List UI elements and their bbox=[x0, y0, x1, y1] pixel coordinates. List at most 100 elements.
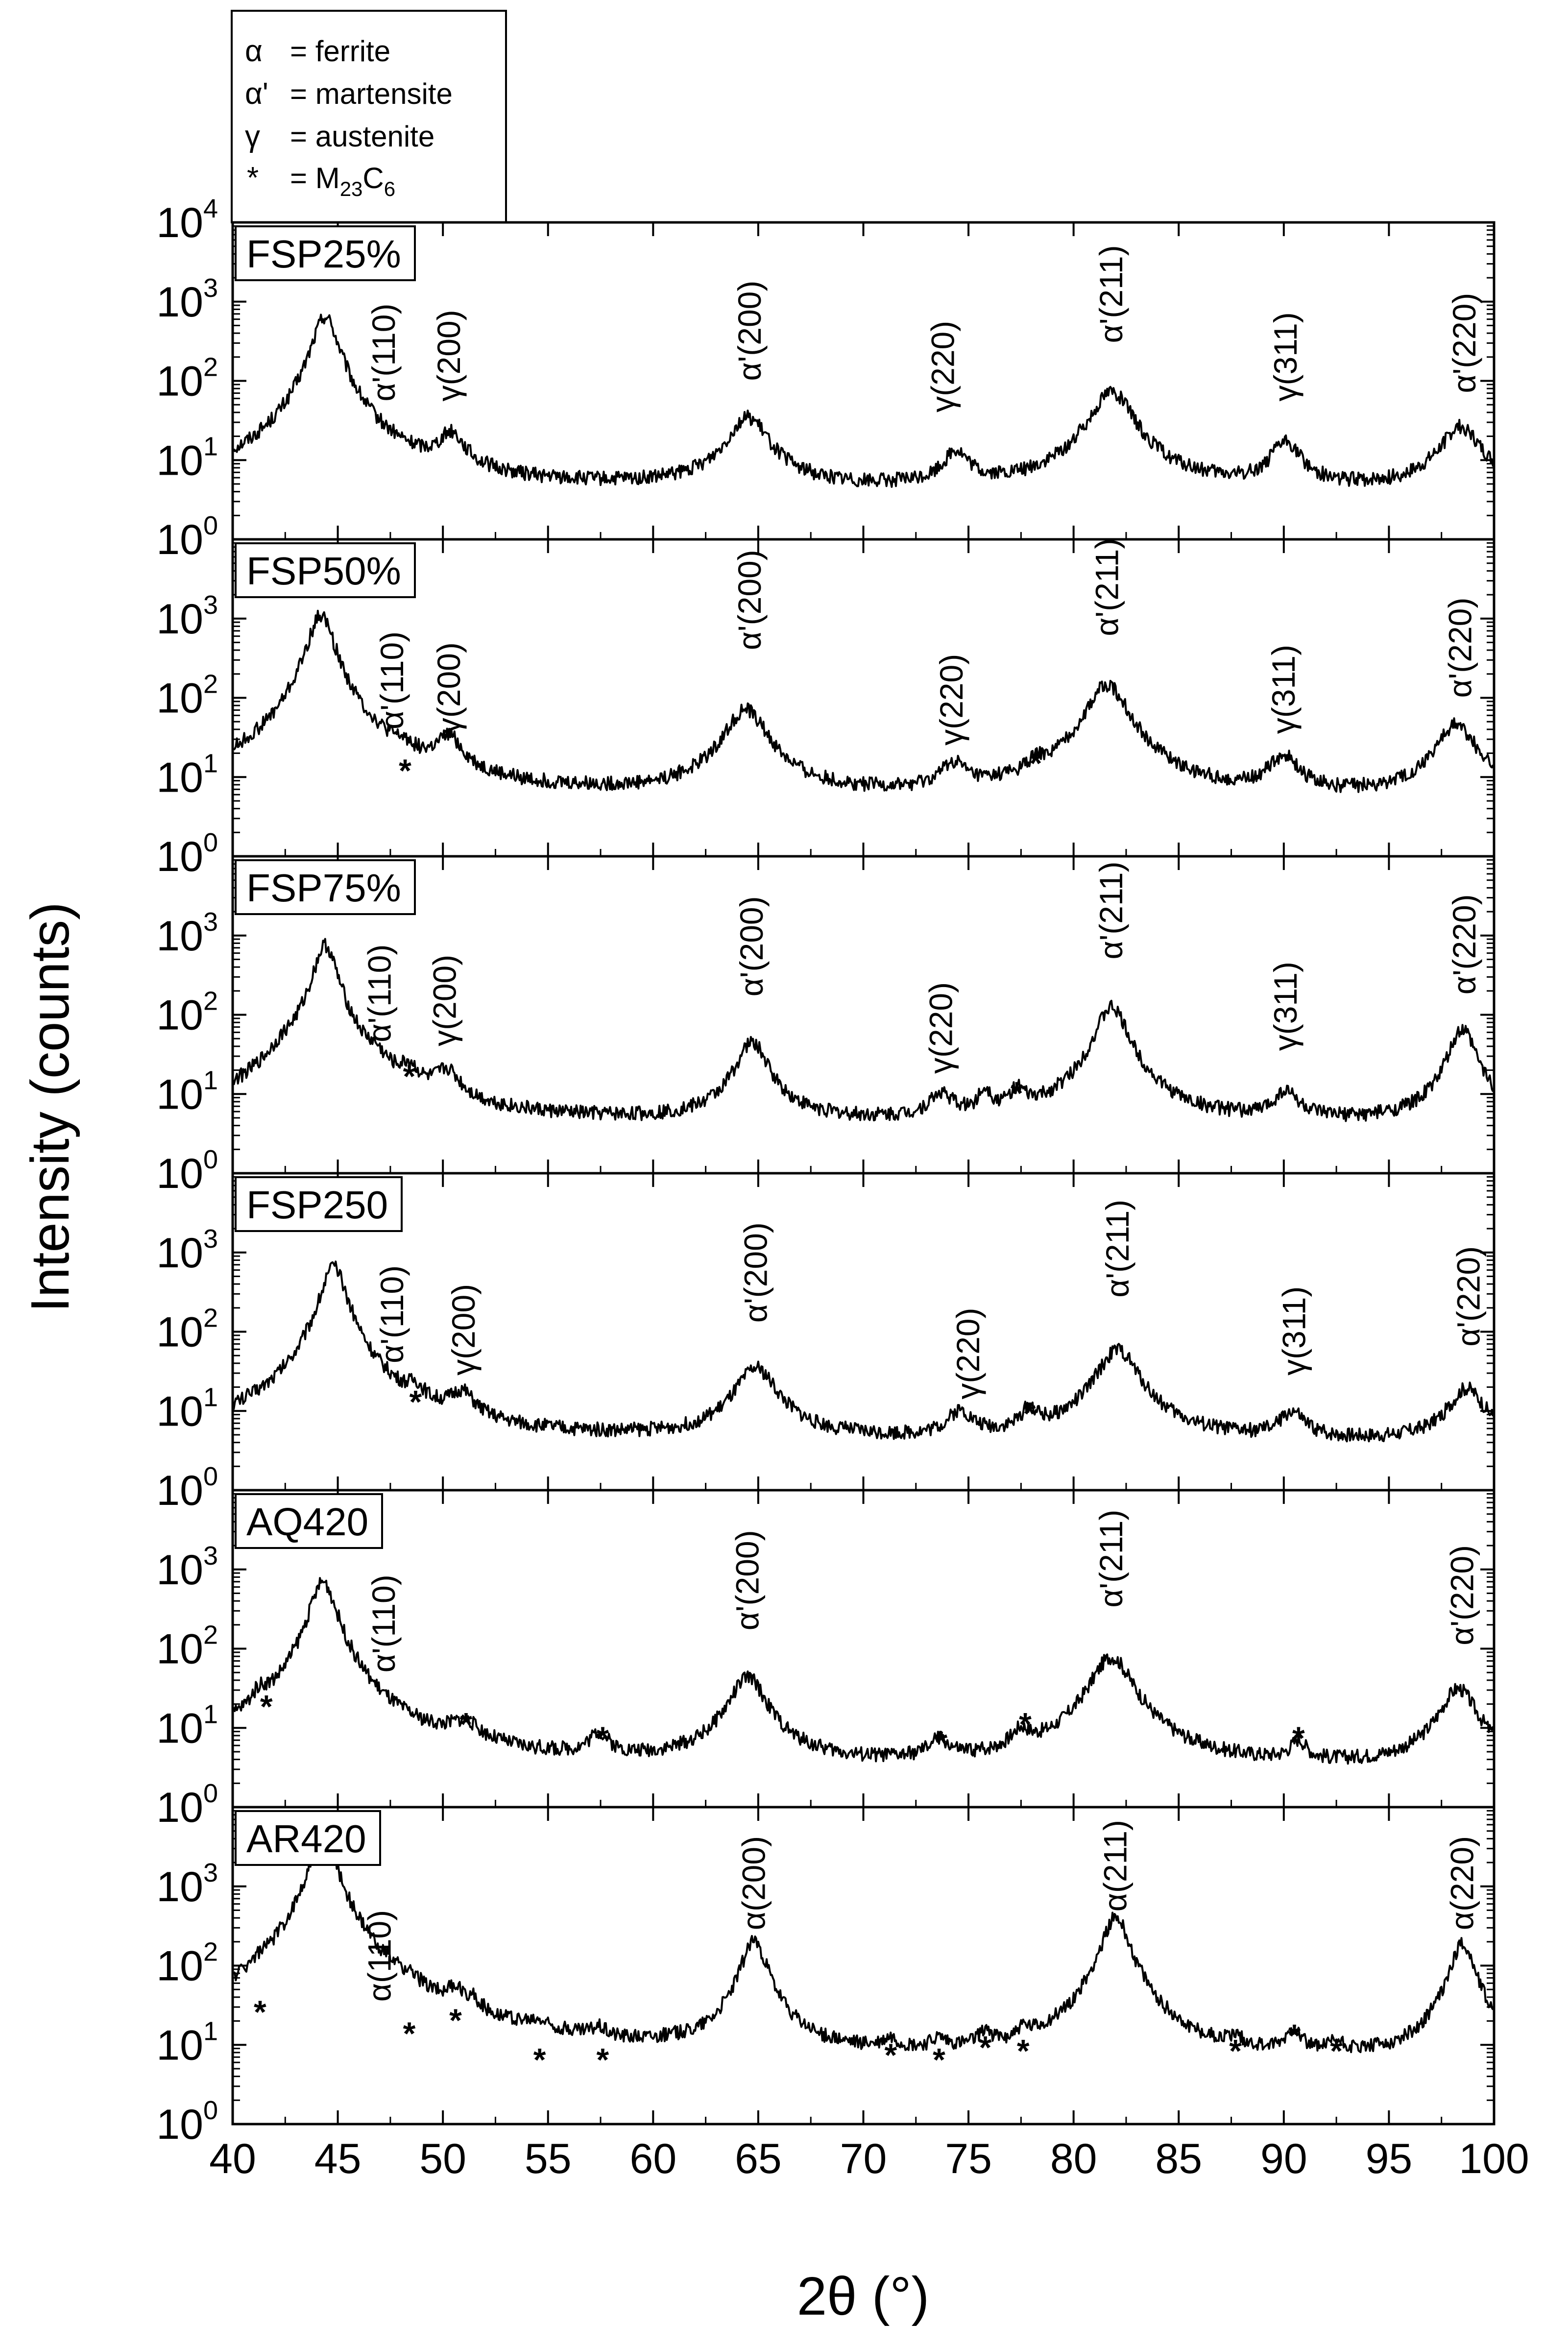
y-tick-label: 102 bbox=[156, 1937, 218, 1990]
carbide-star: * bbox=[596, 2041, 609, 2078]
y-tick-label: 101 bbox=[156, 1065, 218, 1118]
y-axis-title: Intensity (counts) bbox=[20, 902, 80, 1312]
peak-label: α'(200) bbox=[738, 1222, 774, 1323]
sample-label: FSP75% bbox=[246, 866, 401, 910]
peak-label: γ(220) bbox=[950, 1308, 986, 1400]
sample-label: FSP250 bbox=[246, 1183, 388, 1227]
peak-label: γ(200) bbox=[431, 310, 467, 401]
y-tick-label: 103 bbox=[156, 1224, 218, 1277]
peak-label: α'(200) bbox=[731, 281, 768, 381]
peak-label: γ(220) bbox=[933, 654, 969, 746]
peak-label: α'(211) bbox=[1093, 245, 1129, 343]
y-tick-label: 100 bbox=[156, 1462, 218, 1514]
carbide-star: * bbox=[1019, 1706, 1032, 1742]
carbide-star: * bbox=[1023, 1395, 1036, 1431]
legend: α = ferrite α' = martensite γ = austenit… bbox=[231, 10, 507, 223]
y-tick-label: 100 bbox=[156, 1779, 218, 1831]
x-tick-label: 55 bbox=[525, 2135, 572, 2182]
carbide-star: * bbox=[979, 2029, 992, 2065]
y-tick-label: 101 bbox=[156, 432, 218, 484]
y-tick-label: 102 bbox=[156, 1304, 218, 1356]
carbide-star: * bbox=[1330, 2033, 1343, 2069]
y-tick-label: 100 bbox=[156, 2096, 218, 2148]
diffraction-curve bbox=[233, 609, 1494, 793]
peak-label: α'(211) bbox=[1088, 538, 1125, 636]
carbide-star: * bbox=[449, 2002, 462, 2038]
carbide-star: * bbox=[403, 2015, 416, 2052]
peak-label: α'(110) bbox=[374, 1265, 410, 1363]
peak-label: γ(311) bbox=[1267, 312, 1303, 401]
carbide-star: * bbox=[410, 1384, 422, 1420]
sample-label-box bbox=[235, 1810, 381, 1866]
peak-label: γ(220) bbox=[922, 982, 959, 1074]
peak-label: α(110) bbox=[361, 1910, 397, 2002]
carbide-star: * bbox=[1229, 2033, 1242, 2069]
carbide-star: * bbox=[460, 1706, 473, 1742]
legend-text-ferrite: = ferrite bbox=[290, 35, 390, 68]
y-tick-label: 103 bbox=[156, 273, 218, 326]
y-tick-label: 101 bbox=[156, 1699, 218, 1752]
x-tick-label: 80 bbox=[1050, 2135, 1097, 2182]
sample-label: AQ420 bbox=[246, 1500, 368, 1544]
panels: 100 101 102 103 104 FSP25% α'(110) γ(200) α'(200… bbox=[156, 194, 1496, 2148]
x-axis-ticks: 40 45 50 55 60 65 70 75 80 85 90 95 100 bbox=[209, 2135, 1529, 2182]
legend-symbol-carbide: * bbox=[247, 161, 259, 195]
legend-symbol-austenite: γ bbox=[245, 120, 260, 153]
carbide-star: * bbox=[254, 1994, 266, 2030]
peak-label: α'(220) bbox=[1442, 598, 1478, 698]
carbide-star: * bbox=[884, 2037, 897, 2073]
y-tick-label: 102 bbox=[156, 670, 218, 722]
sample-label-box bbox=[235, 225, 416, 281]
x-tick-label: 50 bbox=[419, 2135, 466, 2182]
x-tick-label: 65 bbox=[735, 2135, 782, 2182]
y-tick-label: 100 bbox=[156, 511, 218, 563]
carbide-star: * bbox=[1017, 2033, 1030, 2069]
x-tick-label: 100 bbox=[1459, 2135, 1529, 2182]
y-tick-label: 103 bbox=[156, 1541, 218, 1594]
panel: 100 101 102 103 FSP50% α'(110) γ(200) α'(200) γ(… bbox=[156, 538, 1496, 880]
legend-symbol-martensite: α' bbox=[245, 77, 268, 111]
y-tick-label: 103 bbox=[156, 590, 218, 643]
carbide-star: * bbox=[1292, 1720, 1305, 1756]
carbide-star: * bbox=[260, 1689, 273, 1725]
sample-label: AR420 bbox=[246, 1817, 366, 1861]
peak-label: α'(110) bbox=[365, 304, 402, 402]
carbide-star: * bbox=[1011, 1075, 1023, 1112]
y-tick-label: 100 bbox=[156, 828, 218, 880]
peak-label: α'(110) bbox=[374, 631, 410, 729]
y-tick-label: 101 bbox=[156, 2016, 218, 2069]
legend-symbol-ferrite: α bbox=[245, 34, 263, 68]
y-tick-label: 101 bbox=[156, 749, 218, 801]
y-tick-label: 103 bbox=[156, 1858, 218, 1911]
y-tick-label: 103 bbox=[156, 907, 218, 960]
y-tick-label: 100 bbox=[156, 1145, 218, 1197]
diffraction-curve bbox=[233, 938, 1494, 1122]
sample-label-box bbox=[235, 542, 416, 598]
peak-label: α'(211) bbox=[1093, 862, 1129, 960]
x-axis-title: 2θ (°) bbox=[797, 2266, 929, 2326]
y-tick-label: 102 bbox=[156, 353, 218, 405]
x-tick-label: 70 bbox=[840, 2135, 887, 2182]
panel: 100 101 102 103 104 FSP25% α'(110) γ(200) α'(200… bbox=[156, 194, 1496, 563]
peak-label: γ(200) bbox=[431, 642, 467, 734]
carbide-star: * bbox=[399, 752, 411, 789]
x-tick-label: 85 bbox=[1155, 2135, 1202, 2182]
peak-label: α'(211) bbox=[1093, 1510, 1129, 1608]
panel: 100 101 102 103 FSP75% α'(110) γ(200) α'(200) γ(… bbox=[156, 855, 1496, 1197]
sample-label-box bbox=[235, 1493, 383, 1549]
sample-label: FSP25% bbox=[246, 232, 401, 276]
panel: 100 101 102 103 AQ420 α'(110) α'(200) α'(211) α'… bbox=[156, 1489, 1496, 1831]
diffraction-curve bbox=[233, 1826, 1494, 2054]
peak-label: α'(200) bbox=[729, 1530, 765, 1630]
peak-label: γ(220) bbox=[925, 321, 961, 412]
y-tick-label: 102 bbox=[156, 987, 218, 1039]
peak-label: γ(311) bbox=[1267, 962, 1303, 1051]
diffraction-curve bbox=[233, 314, 1494, 488]
peak-label: γ(200) bbox=[445, 1284, 482, 1376]
sample-label: FSP50% bbox=[246, 549, 401, 593]
y-tick-label: 101 bbox=[156, 1382, 218, 1435]
legend-box bbox=[231, 10, 507, 223]
peak-label: α'(200) bbox=[731, 550, 768, 650]
diffraction-curve bbox=[233, 1260, 1494, 1443]
legend-text-austenite: = austenite bbox=[290, 120, 434, 153]
